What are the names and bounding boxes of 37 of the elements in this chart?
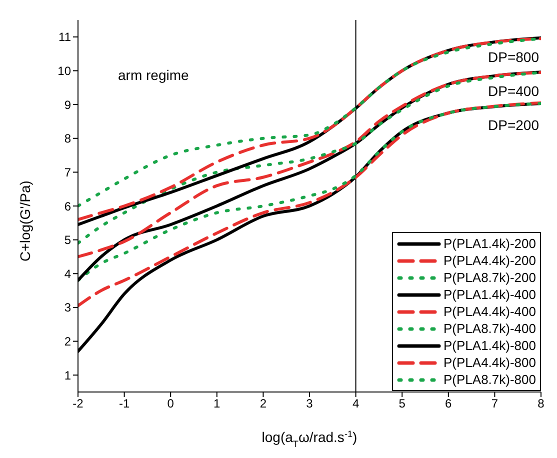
legend-label: P(PLA1.4k)-400 bbox=[444, 287, 536, 302]
annotation: DP=800 bbox=[488, 49, 540, 65]
x-tick-label: -2 bbox=[72, 396, 84, 411]
y-tick-label: 1 bbox=[64, 368, 72, 382]
legend-label: P(PLA4.4k)-400 bbox=[444, 304, 536, 319]
legend-label: P(PLA8.7k)-200 bbox=[444, 270, 536, 285]
legend-label: P(PLA4.4k)-200 bbox=[444, 253, 536, 268]
x-tick-label: 6 bbox=[445, 396, 452, 411]
y-axis-title: C+log(G'/Pa) bbox=[17, 180, 33, 262]
x-tick-label: 2 bbox=[260, 396, 267, 411]
x-tick-label: 3 bbox=[306, 396, 314, 411]
annotation: DP=200 bbox=[488, 117, 540, 133]
x-tick-label: 7 bbox=[491, 396, 498, 411]
y-tick-label: 5 bbox=[64, 233, 72, 248]
y-tick-label: 2 bbox=[64, 334, 72, 349]
y-tick-label: 6 bbox=[64, 199, 72, 214]
x-tick-label: 8 bbox=[538, 396, 545, 411]
x-tick-label: 1 bbox=[214, 396, 221, 411]
legend-label: P(PLA8.7k)-400 bbox=[444, 321, 536, 336]
y-tick-label: 9 bbox=[64, 98, 72, 112]
y-tick-label: 11 bbox=[58, 30, 72, 44]
y-tick-label: 10 bbox=[58, 64, 72, 78]
legend-label: P(PLA8.7k)-800 bbox=[444, 372, 536, 387]
y-tick-label: 7 bbox=[64, 165, 72, 180]
annotation: arm regime bbox=[118, 67, 190, 83]
annotation: DP=400 bbox=[488, 83, 540, 99]
legend-label: P(PLA1.4k)-200 bbox=[444, 236, 536, 251]
y-tick-label: 4 bbox=[64, 266, 72, 281]
x-tick-label: 0 bbox=[167, 396, 174, 411]
x-axis-title: log(a$_{T}$ω/rad.s$^{-1}$) bbox=[262, 429, 358, 449]
x-tick-label: -1 bbox=[118, 396, 130, 411]
legend-label: P(PLA1.4k)-800 bbox=[444, 338, 536, 353]
legend-label: P(PLA4.4k)-800 bbox=[444, 355, 536, 370]
y-tick-label: 8 bbox=[64, 132, 72, 146]
y-tick-label: 3 bbox=[64, 300, 72, 315]
x-tick-label: 5 bbox=[398, 396, 406, 411]
x-tick-label: 4 bbox=[352, 396, 360, 411]
